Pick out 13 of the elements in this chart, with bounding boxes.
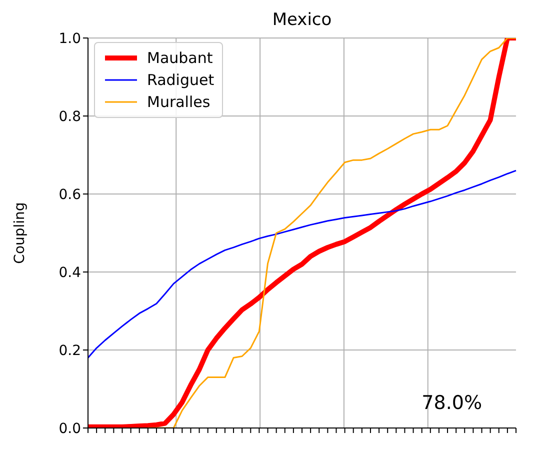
legend-label: Radiguet	[147, 70, 214, 91]
y-tick-label: 1.0	[58, 30, 81, 47]
y-tick-label: 0.8	[58, 108, 81, 125]
y-axis-title: Coupling	[12, 202, 28, 264]
chart-title: Mexico	[271, 10, 333, 30]
legend-label: Maubant	[147, 48, 213, 69]
y-tick-label: 0.2	[58, 342, 81, 359]
y-tick-label: 0.6	[58, 186, 82, 203]
annotation: 78.0%	[422, 392, 482, 414]
legend-label: Muralles	[147, 92, 210, 113]
y-tick-label: 0.0	[58, 420, 81, 437]
line-series	[87, 170, 517, 359]
y-tick-label: 0.4	[58, 264, 82, 281]
